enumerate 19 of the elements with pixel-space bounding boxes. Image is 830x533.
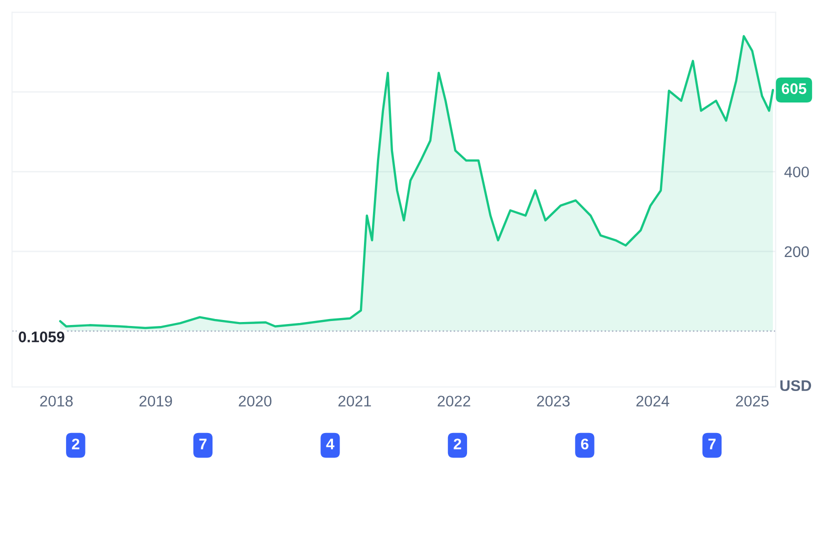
x-tick-label: 2020 [238,396,272,407]
x-tick-label: 2023 [537,396,570,407]
x-tick-label: 2024 [636,396,670,407]
x-tick-label: 2025 [736,396,769,407]
text: 2 [454,438,462,450]
ref-line-label: 0.1059 [18,332,64,342]
x-tick-label: 2022 [438,396,470,407]
text: 4 [326,438,334,450]
text: 7 [199,438,207,450]
y-tick-label: 400 [784,166,809,178]
text: 2 [72,438,80,450]
text: 6 [581,438,588,450]
x-tick-label: 2019 [139,396,172,407]
text: 7 [708,438,716,450]
y-axis-title: USD [780,380,812,392]
x-tick-label: 2021 [338,396,371,407]
x-tick-label: 2018 [40,396,73,407]
y-tick-label: 200 [784,246,809,258]
annotation: 605 [782,83,806,94]
